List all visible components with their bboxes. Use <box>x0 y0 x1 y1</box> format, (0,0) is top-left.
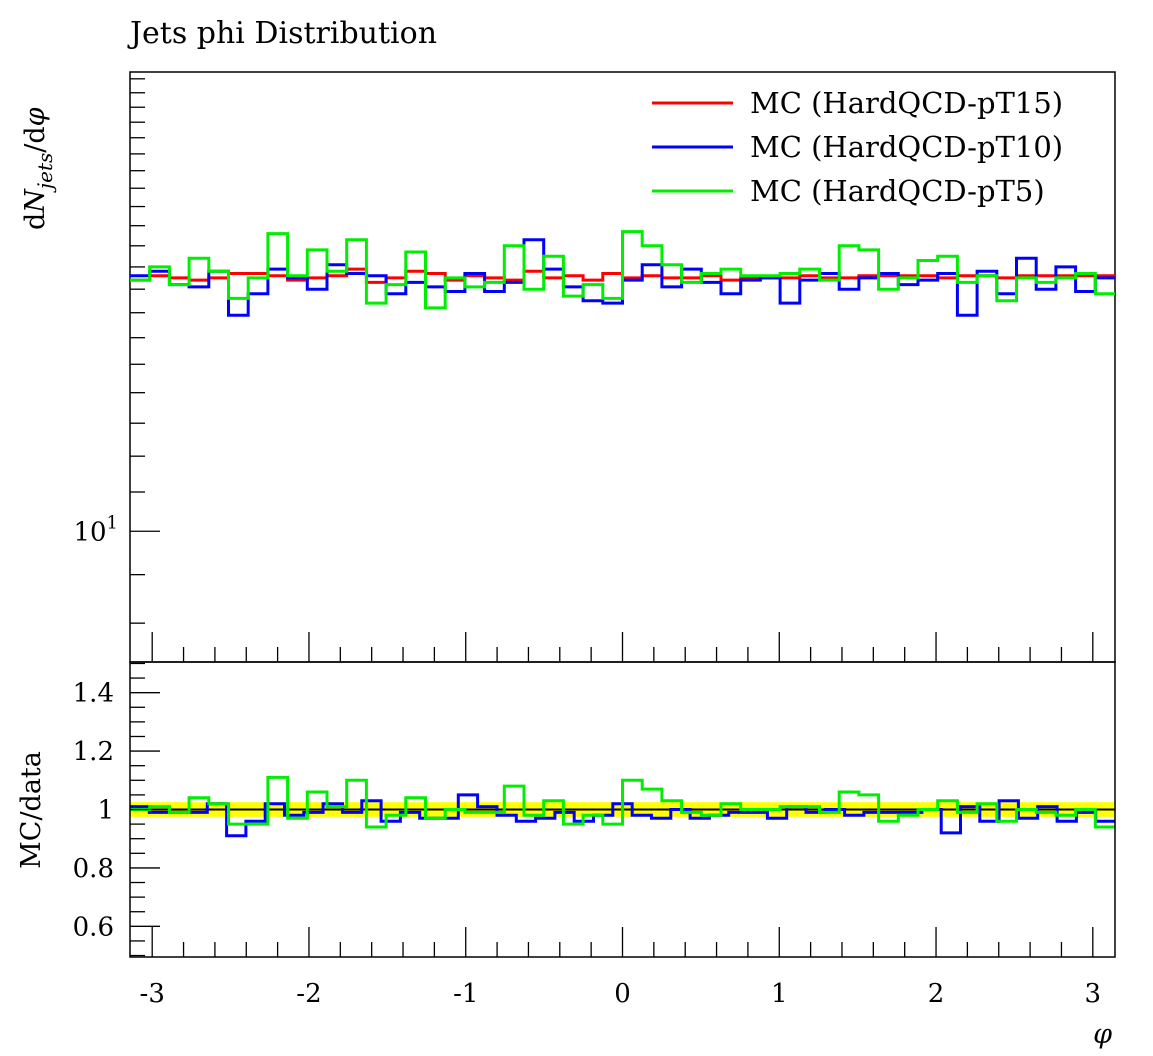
x-tick-label: -2 <box>296 979 321 1009</box>
ratio-series-line-1 <box>130 775 1115 829</box>
main-y-tick-label: 101 <box>73 512 118 547</box>
ratio-y-tick-labels: 0.6 0.8 1 1.2 1.4 <box>73 679 114 943</box>
ratio-y-axis-label: MC/data <box>16 751 47 869</box>
legend-label-2: MC (HardQCD-pT5) <box>750 174 1045 208</box>
main-series-line-2 <box>130 230 1115 310</box>
chart-title: Jets phi Distribution <box>127 16 437 51</box>
legend: MC (HardQCD-pT15) MC (HardQCD-pT10) MC (Ha… <box>652 86 1063 208</box>
ratio-series-group <box>130 775 1115 838</box>
main-plot-panel: 101 MC (HardQCD-pT15)MC (HardQCD-pT10)MC… <box>73 71 1116 663</box>
ratio-plot-panel: 0.6 0.8 1 1.2 1.4 <box>73 661 1116 958</box>
x-tick-label: 2 <box>928 979 945 1009</box>
ratio-y-tick-label: 0.8 <box>73 854 114 884</box>
x-tick-label: -1 <box>453 979 478 1009</box>
x-axis-label: φ <box>1093 1019 1112 1050</box>
x-tick-label: 1 <box>771 979 788 1009</box>
x-tick-label: -3 <box>140 979 165 1009</box>
ratio-y-tick-label: 1.4 <box>73 679 114 709</box>
x-tick-label: 3 <box>1085 979 1102 1009</box>
x-tick-label: 0 <box>614 979 631 1009</box>
ratio-y-tick-label: 1 <box>97 796 114 826</box>
legend-label-0: MC (HardQCD-pT15) <box>750 86 1063 120</box>
main-y-tick-labels: 101 <box>73 512 118 547</box>
ratio-y-tick-label: 1.2 <box>73 737 114 767</box>
x-tick-labels: -3 -2 -1 0 1 2 3 <box>140 979 1102 1009</box>
ratio-y-tick-label: 0.6 <box>73 912 114 942</box>
main-series-group <box>130 230 1115 317</box>
main-y-axis-label: dNjets/dφ <box>20 107 57 230</box>
main-axis-ticks <box>130 78 1094 662</box>
ratio-axis-ticks <box>130 662 1094 957</box>
legend-label-1: MC (HardQCD-pT10) <box>750 130 1063 164</box>
